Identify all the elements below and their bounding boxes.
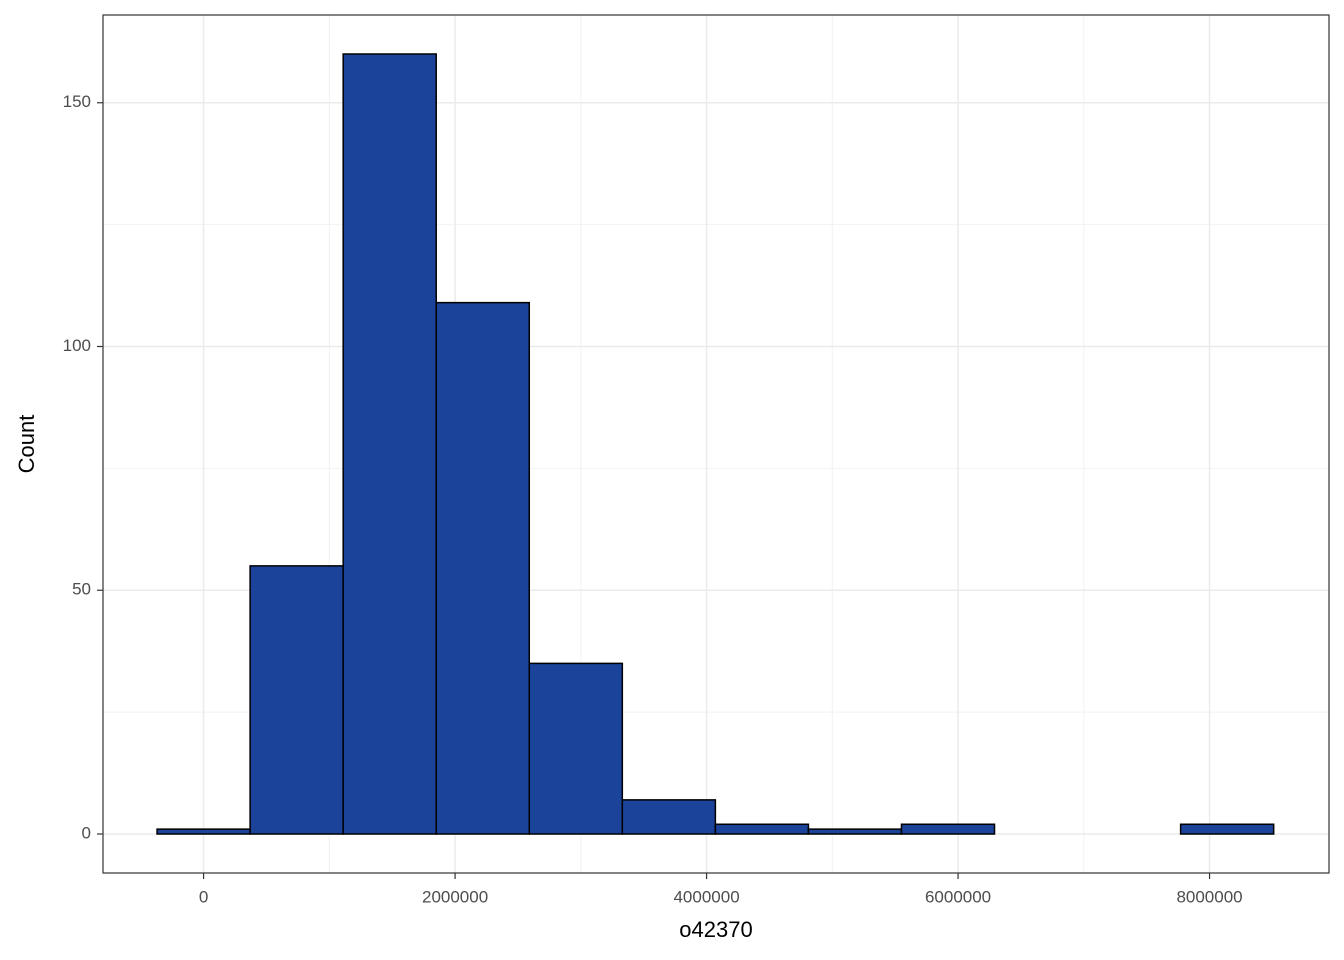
x-tick-label: 0	[199, 887, 208, 906]
bar	[528, 662, 624, 835]
bar	[1179, 823, 1275, 835]
bar	[621, 799, 717, 835]
x-tick-label: 2000000	[422, 887, 488, 906]
bar	[249, 565, 344, 835]
bar	[714, 823, 810, 835]
x-axis-title: o42370	[679, 917, 752, 942]
x-tick-label: 6000000	[925, 887, 991, 906]
x-tick-label: 4000000	[673, 887, 739, 906]
y-tick-label: 0	[82, 823, 91, 842]
bar	[435, 301, 531, 835]
panel-border	[102, 14, 1330, 874]
bar	[900, 823, 996, 835]
tick-labels: 0 2000000 4000000 6000000 8000000 0 50 100 150	[63, 92, 1243, 906]
x-tick-label: 8000000	[1176, 887, 1242, 906]
y-axis-title: Count	[14, 415, 39, 474]
y-tick-label: 50	[72, 580, 91, 599]
bar	[342, 53, 437, 835]
bar	[807, 828, 903, 835]
bars	[156, 53, 1275, 835]
bar	[156, 828, 251, 835]
y-tick-label: 100	[63, 336, 91, 355]
y-tick-label: 150	[63, 92, 91, 111]
